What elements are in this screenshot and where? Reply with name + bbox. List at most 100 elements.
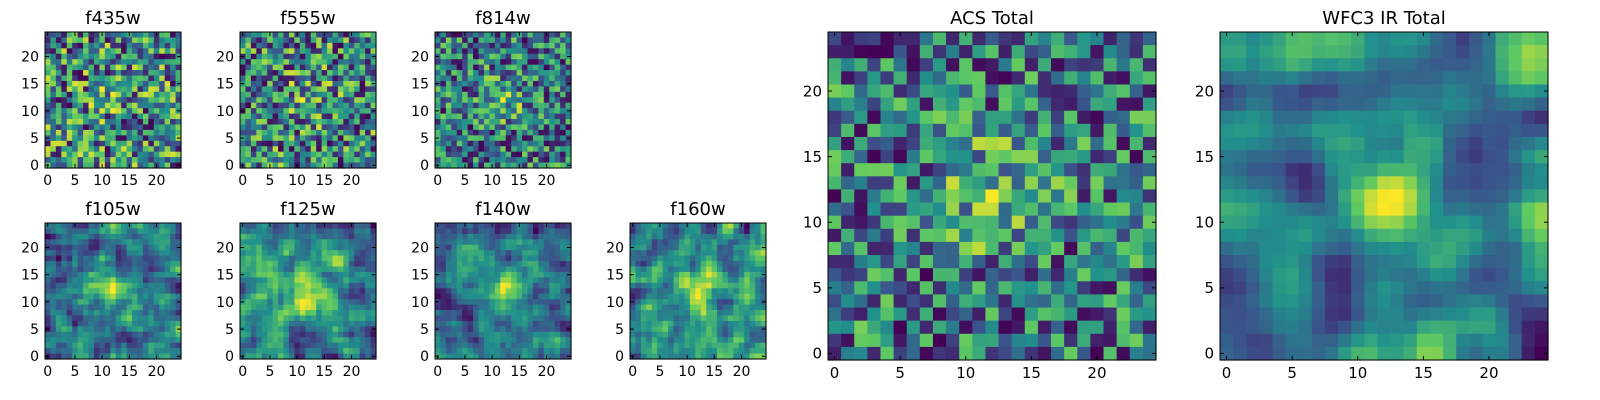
heatmap-cell [640,239,647,246]
heatmap-cell [359,53,366,60]
heatmap-cell [99,228,106,235]
heatmap-cell [288,102,295,109]
heatmap-cell [45,320,52,327]
heatmap-cell [132,320,139,327]
heatmap-cell [722,250,729,257]
heatmap-cell [175,97,182,104]
heatmap-cell [695,239,702,246]
heatmap-cell [45,70,52,77]
x-tick-label: 20 [538,364,556,380]
heatmap-cell [327,42,334,49]
heatmap-cell [321,310,328,317]
heatmap-cell [706,255,713,262]
heatmap-cell [489,42,496,49]
heatmap-cell [288,151,295,158]
heatmap-cell [1077,71,1091,86]
heatmap-cell [93,255,100,262]
heatmap-cell [153,228,160,235]
heatmap-cell [137,271,144,278]
heatmap-cell [565,233,572,240]
heatmap-cell [733,299,740,306]
heatmap-cell [170,266,177,273]
heatmap-cell [354,108,361,115]
heatmap-cell [132,42,139,49]
heatmap-cell [554,151,561,158]
heatmap-cell [256,228,263,235]
heatmap-cell [489,157,496,164]
heatmap-cell [170,53,177,60]
heatmap-cell [267,299,274,306]
heatmap-cell [142,315,149,322]
heatmap-cell [451,64,458,71]
heatmap-cell [483,102,490,109]
heatmap-cell [337,37,344,44]
heatmap-cell [516,310,523,317]
heatmap-cell [267,124,274,131]
heatmap-cell [148,282,155,289]
heatmap-cell [522,233,529,240]
heatmap-cell [527,228,534,235]
heatmap-cell [1103,176,1118,191]
heatmap-cell [560,140,567,147]
heatmap-cell [299,108,306,115]
heatmap-cell [946,150,960,164]
heatmap-cell [245,304,252,311]
heatmap-cell [440,119,447,126]
heatmap-cell [522,70,529,77]
heatmap-cell [283,113,290,120]
heatmap-cell [919,97,934,112]
heatmap-cell [61,53,68,60]
heatmap-cell [299,326,306,333]
heatmap-cell [142,244,149,251]
heatmap-cell [359,288,366,295]
heatmap-cell [494,75,501,82]
heatmap-cell [115,140,122,147]
heatmap-cell [261,310,268,317]
heatmap-cell [83,315,90,322]
heatmap-cell [532,113,539,120]
heatmap-cell [651,282,658,289]
heatmap-cell [72,250,79,257]
heatmap-cell [50,113,57,120]
heatmap-cell [359,80,366,87]
heatmap-cell [170,271,177,278]
heatmap-cell [283,320,290,327]
heatmap-cell [678,320,685,327]
heatmap-cell [1077,215,1091,230]
heatmap-cell [142,157,149,164]
axes-frame [44,31,182,169]
heatmap-cell [332,244,339,251]
heatmap-cell [153,119,160,126]
heatmap-cell [511,326,518,333]
heatmap-cell [245,53,252,60]
heatmap-cell [1103,97,1118,112]
heatmap-cell [451,91,458,98]
heatmap-cell [359,91,366,98]
heatmap-cell [1077,32,1091,46]
heatmap-cell [657,266,664,273]
heatmap-cell [250,239,257,246]
heatmap-cell [543,119,550,126]
heatmap-cell [1090,150,1105,164]
heatmap-cell [245,233,252,240]
heatmap-cell [1051,123,1065,138]
heatmap-cell [435,233,442,240]
heatmap-cell [294,108,301,115]
heatmap-cell [522,97,529,104]
heatmap-cell [451,53,458,60]
heatmap-cell [370,102,377,109]
heatmap-cell [505,151,512,158]
heatmap-cell [294,59,301,66]
heatmap-cell [543,261,550,268]
heatmap-cell [445,233,452,240]
panel-title: f435w [85,8,140,29]
heatmap-cell [549,223,556,230]
heatmap-cell [159,250,166,257]
heatmap-cell [61,261,68,268]
heatmap-cell [711,266,718,273]
heatmap-cell [522,320,529,327]
heatmap-cell [50,146,57,153]
heatmap-cell [662,342,669,349]
heatmap-cell [55,337,62,344]
